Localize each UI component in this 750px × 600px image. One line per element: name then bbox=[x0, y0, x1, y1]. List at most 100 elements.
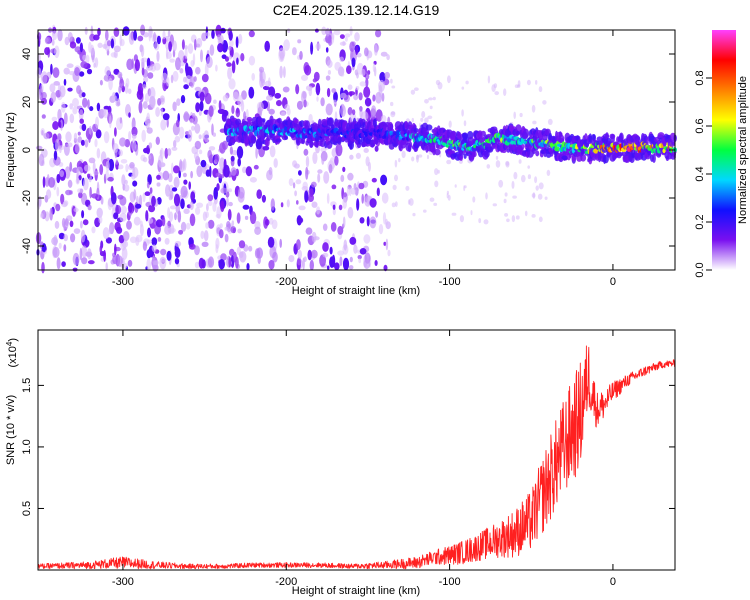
spectrogram-cell bbox=[49, 83, 56, 93]
spectrogram-cell bbox=[98, 216, 103, 224]
spectrogram-cell bbox=[374, 138, 379, 145]
spectrogram-cell bbox=[389, 123, 394, 131]
spectrogram-cell bbox=[224, 233, 229, 243]
spectrogram-cell bbox=[58, 242, 62, 249]
spectrogram-cell bbox=[166, 118, 169, 128]
spectrogram-cell bbox=[391, 85, 396, 89]
spectrogram-cell bbox=[120, 205, 127, 214]
spectrogram-cell bbox=[517, 80, 521, 87]
spectrogram-cell bbox=[201, 73, 209, 83]
spectrogram-cell bbox=[81, 92, 86, 98]
spectrogram-cell bbox=[249, 211, 257, 225]
spectrogram-cell bbox=[189, 118, 194, 124]
spectrogram-cell bbox=[514, 84, 519, 88]
spectrogram-cell bbox=[179, 159, 183, 171]
spectrogram-cell bbox=[538, 86, 543, 93]
spectrogram-cell bbox=[60, 193, 65, 205]
spectrogram-cell bbox=[322, 252, 329, 258]
spectrogram-cell bbox=[64, 166, 71, 179]
spectrogram-cell bbox=[511, 180, 515, 189]
spectrogram-cell bbox=[178, 170, 181, 179]
spectrogram-cell bbox=[63, 112, 68, 125]
colorbar-label: Normalized spectral amplitude bbox=[737, 76, 749, 224]
spectrogram-cell bbox=[192, 115, 198, 125]
spectrogram-cell bbox=[169, 205, 177, 210]
spectrogram-cell bbox=[188, 243, 196, 250]
spectrogram-cell bbox=[189, 201, 194, 211]
spectrogram-cell bbox=[112, 255, 118, 265]
spectrogram-cell bbox=[89, 106, 94, 112]
spectrogram-cell bbox=[88, 133, 91, 143]
spectrogram-cell bbox=[129, 162, 135, 169]
spectrogram-y-tick-label: -40 bbox=[21, 238, 33, 254]
spectrogram-cell bbox=[312, 151, 318, 164]
spectrogram-cell bbox=[231, 105, 235, 115]
spectrogram-cell bbox=[82, 219, 89, 226]
spectrogram-cell bbox=[363, 148, 369, 153]
spectrogram-cell bbox=[108, 77, 113, 91]
spectrogram-cell bbox=[230, 226, 237, 234]
spectrogram-cell bbox=[295, 179, 302, 185]
spectrogram-cell bbox=[240, 100, 245, 112]
spectrogram-cell bbox=[140, 57, 148, 63]
spectrogram-cell bbox=[344, 36, 348, 42]
spectrogram-x-tick-label: -200 bbox=[275, 276, 297, 288]
spectrogram-cell bbox=[143, 76, 149, 83]
spectrogram-cell bbox=[381, 192, 389, 204]
spectrogram-cell bbox=[63, 234, 68, 242]
spectrogram-cell bbox=[193, 76, 197, 82]
spectrogram-cell bbox=[206, 56, 213, 68]
spectrogram-cell bbox=[220, 253, 227, 261]
colorbar: 0.0 0.2 0.4 0.6 0.8 Normalized spectral ampl… bbox=[694, 30, 749, 278]
spectrogram-cell bbox=[603, 154, 609, 164]
spectrogram-cell bbox=[512, 195, 517, 199]
spectrogram-cell bbox=[250, 135, 257, 144]
spectrogram-cell bbox=[108, 115, 112, 129]
spectrogram-cell bbox=[53, 81, 60, 86]
spectrogram-cell bbox=[261, 194, 266, 203]
spectrogram-cell bbox=[317, 169, 323, 174]
spectrogram-cell bbox=[161, 72, 168, 84]
spectrogram-cell bbox=[87, 204, 92, 211]
spectrogram-cell bbox=[102, 227, 110, 240]
spectrogram-cell bbox=[294, 118, 299, 124]
spectrogram-cell bbox=[537, 193, 543, 200]
spectrogram-cell bbox=[174, 258, 180, 265]
spectrogram-cell bbox=[561, 155, 568, 160]
spectrogram-cell bbox=[248, 245, 253, 252]
spectrogram-cell bbox=[44, 36, 52, 45]
spectrogram-cell bbox=[331, 32, 335, 40]
spectrogram-cell bbox=[64, 36, 70, 46]
spectrogram-cell bbox=[117, 71, 123, 79]
spectrogram-cell bbox=[535, 185, 539, 191]
spectrogram-cell bbox=[333, 99, 337, 105]
spectrogram-cell bbox=[355, 86, 360, 91]
spectrogram-cell bbox=[420, 117, 424, 122]
spectrogram-cell bbox=[180, 198, 185, 210]
spectrogram-cell bbox=[429, 197, 435, 202]
spectrogram-cell bbox=[519, 112, 523, 118]
spectrogram-cell bbox=[132, 180, 138, 187]
spectrogram-cell bbox=[183, 84, 189, 90]
spectrogram-cell bbox=[332, 204, 336, 210]
spectrogram-cell bbox=[219, 229, 224, 239]
spectrogram-cell bbox=[191, 125, 195, 131]
spectrogram-cell bbox=[151, 237, 158, 246]
spectrogram-cell bbox=[546, 169, 551, 176]
spectrogram-cell bbox=[360, 68, 366, 76]
spectrogram-cell bbox=[119, 78, 125, 89]
spectrogram-cell bbox=[513, 111, 516, 120]
spectrogram-cell bbox=[334, 61, 342, 71]
spectrogram-cell bbox=[337, 250, 345, 256]
spectrogram-cell bbox=[59, 85, 66, 98]
spectrogram-cell bbox=[310, 181, 317, 188]
spectrogram-cell bbox=[160, 97, 165, 103]
spectrogram-cell bbox=[268, 167, 273, 176]
spectrogram-cell bbox=[414, 87, 419, 91]
spectrogram-cell bbox=[59, 146, 62, 154]
spectrogram-cell bbox=[305, 166, 309, 180]
spectrogram-cell bbox=[60, 101, 66, 113]
spectrogram-cell bbox=[94, 57, 99, 68]
spectrogram-cell bbox=[148, 142, 153, 149]
